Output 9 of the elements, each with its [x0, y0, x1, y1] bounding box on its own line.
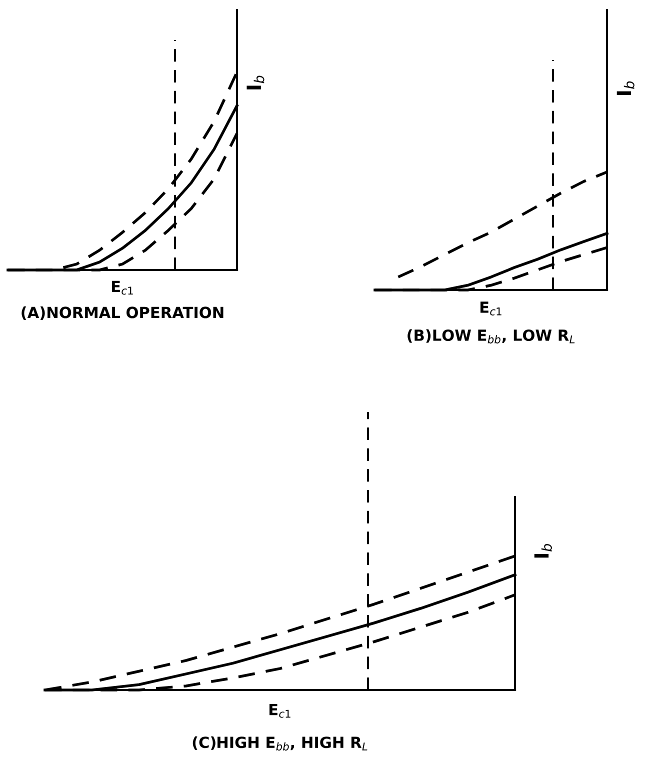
x-axis-title: E$_{c1}$: [269, 704, 290, 718]
y-axis-title: I$_{b}$: [616, 81, 634, 95]
text: (A)NORMAL OPERATION: [22, 306, 224, 320]
x-axis-title: E$_{c1}$: [480, 302, 502, 316]
y-axis-title: I$_{b}$: [246, 76, 264, 90]
text: (C)HIGH E$_{bb}$, HIGH R$_{L}$: [192, 736, 368, 751]
y-axis-title: I$_{b}$: [534, 544, 552, 558]
text: (B)LOW E$_{bb}$, LOW R$_{L}$: [408, 329, 575, 344]
x-axis-title: E$_{c1}$: [112, 280, 133, 295]
